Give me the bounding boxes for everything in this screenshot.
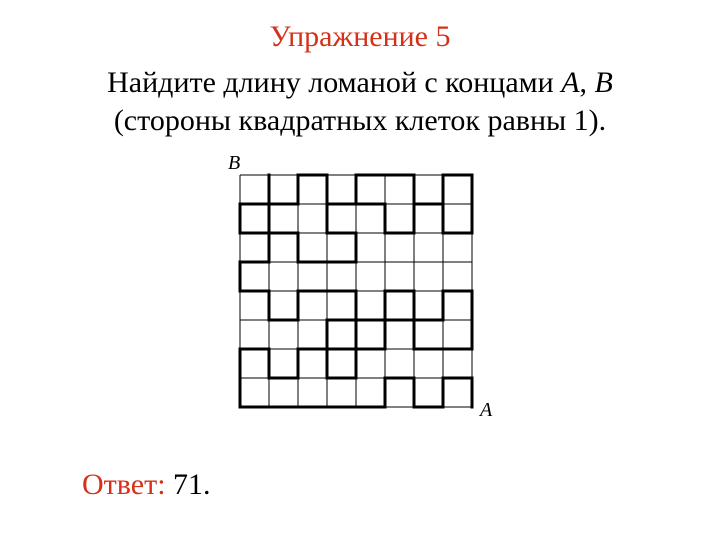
problem-sep: , xyxy=(580,66,595,99)
figure: BA xyxy=(210,151,510,436)
exercise-title: Упражнение 5 xyxy=(0,20,720,54)
grid-polyline-svg: BA xyxy=(210,151,510,431)
problem-line1-pre: Найдите длину ломаной с концами xyxy=(107,66,561,99)
problem-line2: (стороны квадратных клеток равны 1). xyxy=(114,104,606,137)
problem-text: Найдите длину ломаной с концами A, B (ст… xyxy=(30,64,690,139)
label-a: A xyxy=(478,399,493,421)
var-b: B xyxy=(595,66,613,99)
var-a: A xyxy=(561,66,579,99)
answer-row: Ответ: 71. xyxy=(82,468,211,502)
label-b: B xyxy=(228,152,240,174)
figure-wrap: BA xyxy=(0,151,720,436)
slide: Упражнение 5 Найдите длину ломаной с кон… xyxy=(0,0,720,540)
answer-label: Ответ: xyxy=(82,468,166,501)
answer-value: 71. xyxy=(166,468,211,501)
